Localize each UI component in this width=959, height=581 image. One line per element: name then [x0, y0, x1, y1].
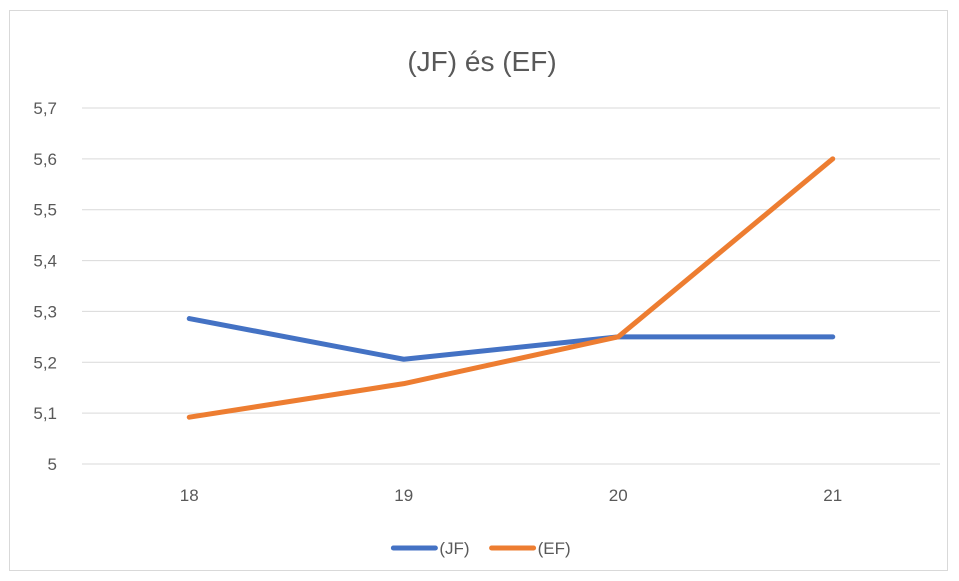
y-tick-label: 5 — [48, 455, 57, 474]
series-lines — [186, 156, 836, 420]
legend-label: (EF) — [538, 539, 571, 558]
y-tick-label: 5,6 — [33, 150, 57, 169]
y-tick-label: 5,2 — [33, 353, 57, 372]
chart-title: (JF) és (EF) — [407, 46, 556, 77]
legend-label: (JF) — [439, 539, 469, 558]
y-tick-label: 5,3 — [33, 302, 57, 321]
x-tick-label: 19 — [394, 486, 413, 505]
x-tick-label: 21 — [823, 486, 842, 505]
x-tick-label: 20 — [609, 486, 628, 505]
y-tick-label: 5,7 — [33, 99, 57, 118]
legend: (JF) (EF) — [390, 539, 571, 558]
series-line-ef — [186, 156, 836, 420]
y-tick-label: 5,4 — [33, 252, 57, 271]
y-tick-label: 5,1 — [33, 404, 57, 423]
y-axis-tick-labels: 5 5,1 5,2 5,3 5,4 5,5 5,6 5,7 — [33, 99, 57, 474]
y-tick-label: 5,5 — [33, 201, 57, 220]
chart-frame — [9, 10, 948, 571]
x-tick-label: 18 — [180, 486, 199, 505]
grid-lines — [82, 107, 940, 465]
x-axis-tick-labels: 18 19 20 21 — [180, 486, 842, 505]
series-line-jf — [186, 316, 836, 362]
